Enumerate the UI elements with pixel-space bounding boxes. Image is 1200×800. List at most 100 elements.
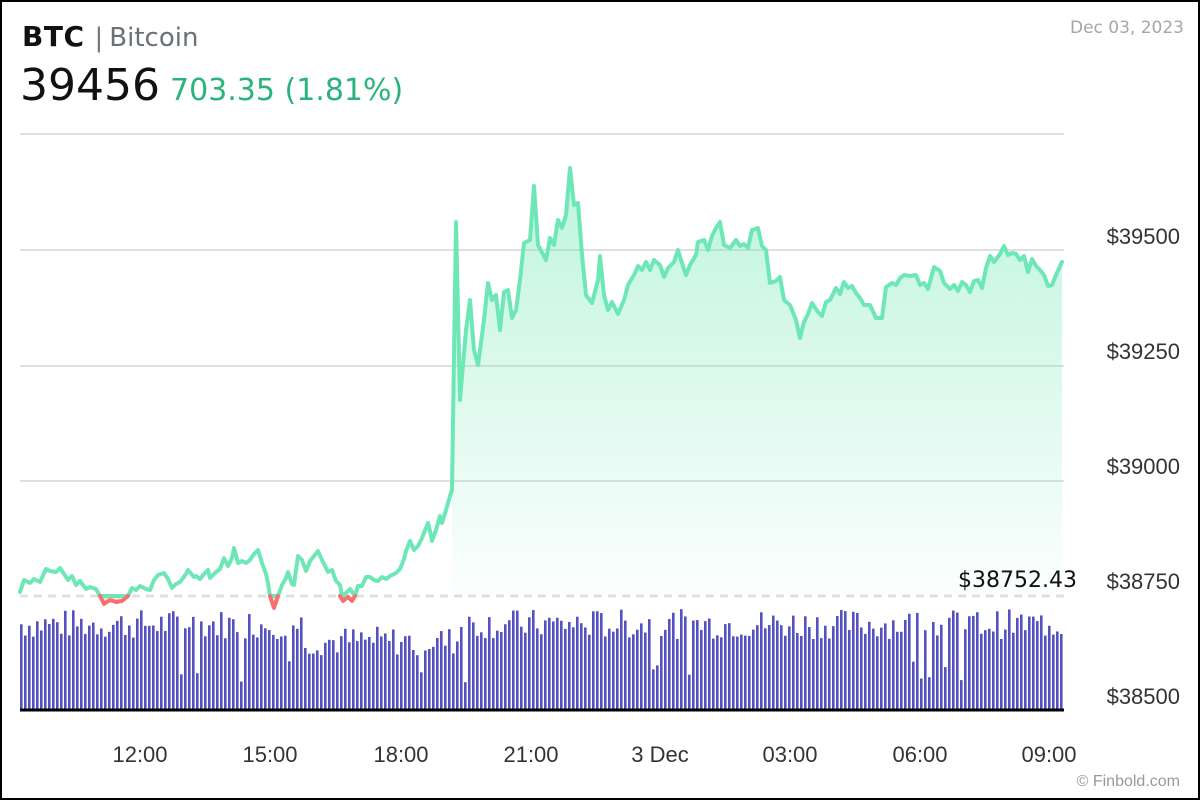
volume-bar <box>636 629 639 709</box>
volume-bar <box>1020 614 1023 709</box>
volume-bar <box>44 619 47 709</box>
y-tick-label: $38500 <box>1106 684 1180 709</box>
volume-bar <box>1040 615 1043 709</box>
volume-bar <box>80 618 83 709</box>
volume-bar <box>172 611 175 709</box>
price-summary: 39456 703.35 (1.81%) <box>20 60 403 111</box>
volume-bar <box>348 642 351 709</box>
volume-bar <box>448 629 451 709</box>
volume-bar <box>408 635 411 709</box>
volume-bar <box>248 614 251 709</box>
volume-bar <box>180 674 183 709</box>
volume-bar <box>356 641 359 709</box>
volume-bar <box>220 612 223 709</box>
volume-bar <box>1004 629 1007 709</box>
volume-bar <box>592 611 595 709</box>
volume-bar <box>744 635 747 709</box>
volume-bar <box>696 620 699 709</box>
volume-bar <box>400 641 403 709</box>
volume-bar <box>680 609 683 709</box>
volume-bar <box>288 661 291 709</box>
volume-bar <box>648 619 651 709</box>
volume-bar <box>236 632 239 709</box>
y-tick-label: $39250 <box>1106 339 1180 364</box>
volume-bar <box>524 632 527 709</box>
volume-bar <box>320 655 323 709</box>
volume-bar <box>888 638 891 709</box>
volume-bar <box>572 627 575 709</box>
volume-bar <box>1036 621 1039 709</box>
volume-bar <box>292 625 295 709</box>
volume-bar <box>532 610 535 709</box>
volume-bar <box>668 618 671 709</box>
volume-bar <box>912 661 915 709</box>
volume-bar <box>504 624 507 709</box>
volume-bars <box>20 609 1063 709</box>
volume-bar <box>256 637 259 709</box>
volume-bar <box>812 638 815 709</box>
volume-bar <box>948 617 951 709</box>
frame-border-right <box>1198 0 1200 800</box>
y-tick-label: $39000 <box>1106 454 1180 479</box>
volume-bar <box>456 641 459 709</box>
volume-bar <box>856 612 859 709</box>
volume-bar <box>560 620 563 709</box>
volume-bar <box>868 621 871 709</box>
volume-bar <box>416 655 419 709</box>
volume-bar <box>712 638 715 709</box>
volume-bar <box>144 625 147 709</box>
x-tick-label: 21:00 <box>503 742 559 767</box>
volume-bar <box>132 637 135 709</box>
x-tick-label: 03:00 <box>762 742 818 767</box>
volume-bar <box>316 650 319 709</box>
current-price: 39456 <box>20 60 160 111</box>
volume-bar <box>780 625 783 709</box>
volume-bar <box>280 636 283 709</box>
volume-bar <box>184 628 187 709</box>
volume-bar <box>600 613 603 709</box>
volume-bar <box>816 617 819 709</box>
volume-bar <box>828 638 831 709</box>
volume-bar <box>720 637 723 709</box>
volume-bar <box>468 616 471 709</box>
volume-bar <box>660 636 663 709</box>
x-tick-label: 12:00 <box>112 742 168 767</box>
volume-bar <box>940 624 943 709</box>
volume-bar <box>752 629 755 709</box>
volume-bar <box>564 628 567 709</box>
volume-bar <box>768 625 771 709</box>
volume-bar <box>860 627 863 709</box>
volume-bar <box>704 621 707 709</box>
volume-bar <box>232 619 235 709</box>
volume-bar <box>472 622 475 709</box>
volume-bar <box>244 638 247 709</box>
volume-bar <box>804 616 807 709</box>
volume-bar <box>756 625 759 709</box>
volume-bar <box>380 636 383 709</box>
x-tick-label: 3 Dec <box>631 742 689 767</box>
volume-bar <box>412 649 415 709</box>
volume-bar <box>920 678 923 709</box>
below-reference-fill <box>100 596 355 608</box>
volume-bar <box>1048 625 1051 709</box>
volume-bar <box>188 627 191 709</box>
volume-bar <box>176 616 179 709</box>
volume-bar <box>732 636 735 709</box>
volume-bar <box>372 642 375 709</box>
price-change: 703.35 (1.81%) <box>169 73 404 108</box>
volume-bar <box>464 682 467 709</box>
volume-bar <box>976 612 979 709</box>
volume-bar <box>556 617 559 709</box>
volume-bar <box>580 623 583 709</box>
volume-bar <box>328 639 331 709</box>
volume-bar <box>284 635 287 709</box>
volume-bar <box>876 636 879 709</box>
volume-bar <box>852 611 855 709</box>
volume-bar <box>272 634 275 709</box>
volume-bar <box>844 611 847 709</box>
volume-bar <box>224 638 227 709</box>
volume-bar <box>296 628 299 709</box>
volume-bar <box>604 636 607 709</box>
volume-bar <box>960 680 963 709</box>
volume-bar <box>980 633 983 709</box>
